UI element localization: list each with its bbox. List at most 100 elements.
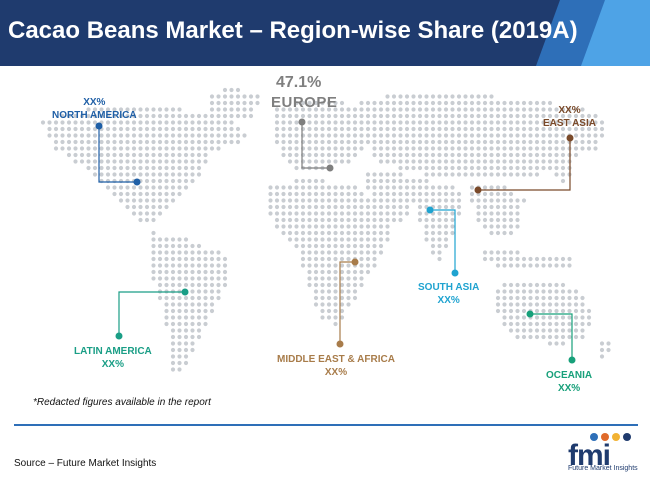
map-dot xyxy=(170,256,176,262)
map-dot xyxy=(222,120,228,125)
map-dot xyxy=(118,120,124,125)
map-dot xyxy=(521,159,527,164)
map-dot xyxy=(151,250,156,255)
map-dot xyxy=(190,113,195,119)
map-dot xyxy=(404,191,410,197)
label-east-asia: XX% EAST ASIA xyxy=(543,104,596,130)
map-dot xyxy=(333,224,338,229)
map-dot xyxy=(365,211,371,216)
map-dot xyxy=(138,217,143,223)
map-dot xyxy=(521,328,527,333)
map-dot xyxy=(157,139,163,145)
map-dot xyxy=(79,120,85,125)
map-dot xyxy=(300,113,306,119)
map-dot xyxy=(164,198,169,203)
map-dot xyxy=(268,211,273,216)
map-dot xyxy=(398,159,403,164)
map-dot xyxy=(287,217,293,223)
map-dot xyxy=(320,250,325,255)
map-dot xyxy=(307,237,312,242)
map-dot xyxy=(300,256,306,262)
map-dot xyxy=(489,191,494,197)
map-dot xyxy=(170,178,176,184)
map-dot xyxy=(339,302,345,307)
footer-divider xyxy=(14,424,638,426)
map-dot xyxy=(144,198,150,203)
map-dot xyxy=(515,165,520,171)
map-dot xyxy=(144,146,150,151)
map-dot xyxy=(443,146,449,151)
map-dot xyxy=(508,152,514,158)
map-dot xyxy=(365,250,371,255)
map-dot xyxy=(372,237,377,242)
map-dot xyxy=(469,113,475,119)
map-dot xyxy=(443,237,449,242)
map-dot xyxy=(307,159,312,164)
map-dot xyxy=(157,165,163,171)
map-dot xyxy=(599,120,605,125)
map-dot xyxy=(554,334,559,340)
map-dot xyxy=(151,263,156,268)
map-dot xyxy=(528,256,533,262)
map-dot xyxy=(502,282,507,288)
map-dot xyxy=(183,347,189,353)
map-dot xyxy=(469,120,475,125)
map-dot xyxy=(541,256,546,262)
map-dot xyxy=(170,185,176,190)
map-dot xyxy=(313,191,319,197)
map-dot xyxy=(430,198,436,203)
map-dot xyxy=(79,159,85,164)
logo-tagline: Future Market Insights xyxy=(568,465,638,472)
map-dot xyxy=(190,315,195,320)
map-dot xyxy=(508,165,514,171)
map-dot xyxy=(560,178,566,184)
map-dot xyxy=(177,178,182,184)
map-dot xyxy=(515,100,520,106)
map-dot xyxy=(112,146,117,151)
map-dot xyxy=(294,165,299,171)
map-dot xyxy=(495,217,501,223)
map-dot xyxy=(430,185,436,190)
map-dot xyxy=(157,185,163,190)
map-dot xyxy=(586,120,592,125)
map-dot xyxy=(560,308,566,314)
map-dot xyxy=(398,204,403,210)
map-dot xyxy=(138,152,143,158)
map-dot xyxy=(352,185,358,190)
map-dot xyxy=(463,139,468,145)
map-dot xyxy=(346,289,351,294)
map-dot xyxy=(560,139,566,145)
map-dot xyxy=(469,133,475,138)
map-dot xyxy=(131,152,137,158)
map-dot xyxy=(164,237,169,242)
map-dot xyxy=(112,126,117,132)
map-dot xyxy=(190,126,195,132)
map-dot xyxy=(378,204,384,210)
map-dot xyxy=(307,146,312,151)
map-dot xyxy=(508,308,514,314)
map-dot xyxy=(508,295,514,301)
map-dot xyxy=(66,146,72,151)
map-dot xyxy=(66,133,72,138)
map-dot xyxy=(222,94,228,99)
map-dot xyxy=(521,302,527,307)
map-dot xyxy=(372,204,377,210)
map-dot xyxy=(157,159,163,164)
map-dot xyxy=(203,120,208,125)
map-dot xyxy=(287,191,293,197)
map-dot xyxy=(222,126,228,132)
map-dot xyxy=(560,165,566,171)
map-dot xyxy=(515,113,520,119)
map-dot xyxy=(417,204,423,210)
map-dot xyxy=(456,107,462,112)
map-dot xyxy=(157,198,163,203)
map-dot xyxy=(437,224,442,229)
map-dot xyxy=(450,126,455,132)
map-dot xyxy=(541,295,546,301)
map-dot xyxy=(138,113,143,119)
map-dot xyxy=(190,178,195,184)
map-dot xyxy=(463,152,468,158)
oceania-marker xyxy=(526,310,534,318)
map-dot xyxy=(144,191,150,197)
map-dot xyxy=(320,217,325,223)
